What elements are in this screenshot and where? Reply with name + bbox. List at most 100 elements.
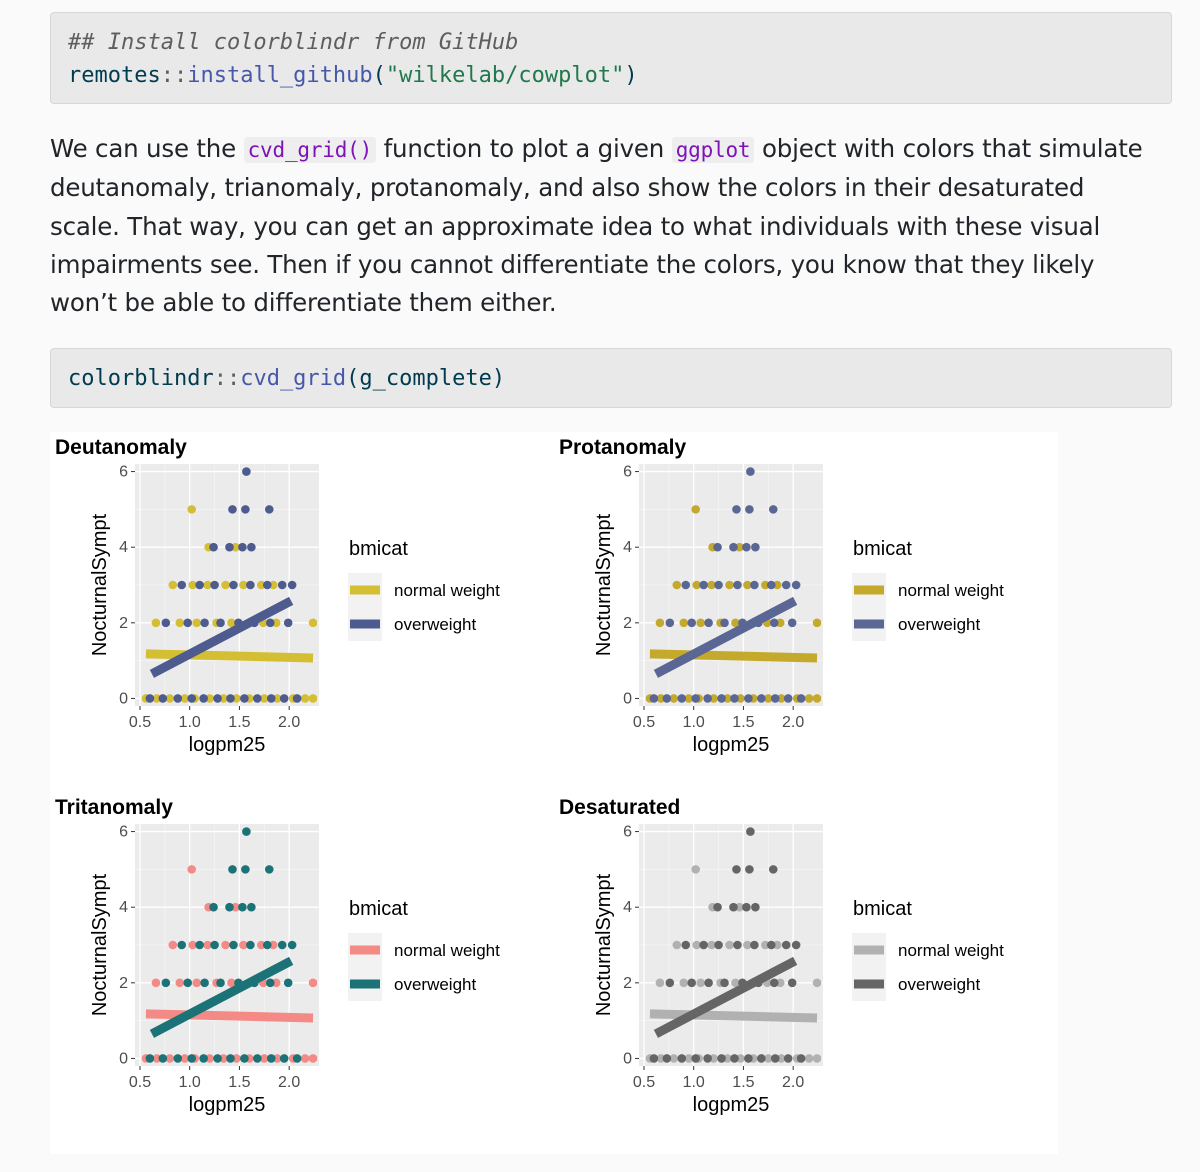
data-point <box>265 978 275 988</box>
y-tick-label: 0 <box>119 1050 128 1067</box>
data-point <box>812 694 822 703</box>
y-tick-label: 6 <box>119 464 128 481</box>
data-point <box>757 1054 766 1063</box>
y-axis-label: NocturnalSympt <box>593 873 615 1016</box>
trend-line <box>649 1009 818 1023</box>
data-point <box>200 618 209 628</box>
data-point <box>723 1054 732 1063</box>
x-tick-label: 1.0 <box>683 714 705 731</box>
data-point <box>766 580 776 590</box>
data-point <box>219 694 228 703</box>
data-point <box>723 694 732 703</box>
code-call-line: colorblindr::cvd_grid(g_complete) <box>68 362 1171 395</box>
data-point <box>232 694 241 703</box>
data-point <box>736 694 745 703</box>
data-point <box>720 618 729 628</box>
code-operator: :: <box>160 63 188 88</box>
explanation-paragraph: We can use the cvd_grid() function to pl… <box>50 130 1160 322</box>
prose-text-1: We can use the <box>50 134 244 163</box>
data-point <box>266 694 276 703</box>
data-point <box>213 1054 222 1063</box>
legend-title: bmicat <box>349 898 408 920</box>
x-tick-label: 0.5 <box>633 1074 655 1091</box>
y-tick-label: 2 <box>623 615 632 632</box>
data-point <box>158 1054 168 1063</box>
chart-panel-deutanomaly: Deutanomaly 0.5 1.0 1.5 2.0 0 2 4 6 logpm25 Noctur… <box>50 432 554 792</box>
code-string-argument: "wilkelab/cowplot" <box>385 63 625 88</box>
data-point <box>735 542 744 552</box>
data-point <box>804 694 814 703</box>
data-point <box>209 542 218 552</box>
cvd-grid-code-block[interactable]: colorblindr::cvd_grid(g_complete) <box>50 348 1172 408</box>
data-point <box>264 505 274 514</box>
install-code-block[interactable]: ## Install colorblindr from GitHub remot… <box>50 12 1172 104</box>
code-function: cvd_grid <box>240 366 347 391</box>
data-point <box>227 618 236 628</box>
chart-title: Protanomaly <box>559 436 687 459</box>
data-point <box>158 694 168 703</box>
data-point <box>277 940 287 950</box>
trend-line <box>145 649 314 663</box>
data-point <box>188 940 197 950</box>
y-tick-label: 2 <box>623 975 632 992</box>
data-point <box>239 940 248 950</box>
data-point <box>757 694 766 703</box>
data-point <box>152 1054 162 1063</box>
data-point <box>268 580 278 590</box>
data-point <box>238 902 247 912</box>
x-tick-label: 2.0 <box>278 714 300 731</box>
trend-lines <box>145 956 314 1038</box>
data-point <box>742 902 751 912</box>
data-point <box>151 618 161 628</box>
data-point <box>791 580 801 590</box>
legend-label: normal weight <box>898 941 1004 960</box>
data-point <box>199 1054 208 1063</box>
data-point <box>225 902 234 912</box>
inline-code-ggplot: ggplot <box>671 137 755 163</box>
data-point <box>151 978 161 988</box>
data-point <box>733 580 742 590</box>
data-point <box>717 1054 726 1063</box>
data-point <box>672 940 682 950</box>
data-point <box>763 1054 773 1063</box>
data-point <box>192 978 201 988</box>
y-tick-label: 4 <box>119 539 128 556</box>
data-point <box>177 940 187 950</box>
x-axis-label: logpm25 <box>189 734 266 756</box>
data-point <box>714 580 723 590</box>
code-comment-line: ## Install colorblindr from GitHub <box>68 26 1171 59</box>
code-namespace: colorblindr <box>68 366 214 391</box>
data-point <box>168 940 178 950</box>
chart-svg: Tritanomaly 0.5 1.0 1.5 2.0 0 2 4 6 logpm25 Noctur… <box>55 796 500 1116</box>
legend-label: normal weight <box>394 581 500 600</box>
data-point <box>205 694 214 703</box>
data-point <box>730 1054 739 1063</box>
data-point <box>720 978 729 988</box>
trend-line <box>149 956 294 1038</box>
legend-label: overweight <box>394 975 476 994</box>
y-axis-label: NocturnalSympt <box>593 513 615 656</box>
data-point <box>228 505 237 514</box>
trend-lines <box>649 956 818 1038</box>
data-point <box>177 580 187 590</box>
code-argument: g_complete <box>359 366 492 391</box>
x-tick-label: 0.5 <box>129 1074 151 1091</box>
data-point <box>173 694 183 703</box>
data-point <box>669 1054 679 1063</box>
data-point <box>257 940 266 950</box>
data-point <box>287 940 297 950</box>
data-point <box>684 694 694 703</box>
y-tick-label: 0 <box>119 690 128 707</box>
data-point <box>195 940 204 950</box>
y-axis-label: NocturnalSympt <box>89 513 111 656</box>
data-point <box>656 694 666 703</box>
data-point <box>240 694 249 703</box>
y-tick-label: 6 <box>119 824 128 841</box>
y-tick-label: 4 <box>623 539 632 556</box>
data-point <box>725 580 734 590</box>
data-point <box>704 978 713 988</box>
x-tick-label: 2.0 <box>782 714 804 731</box>
data-point <box>772 580 782 590</box>
x-axis-label: logpm25 <box>693 1094 770 1116</box>
data-point <box>232 1054 241 1063</box>
